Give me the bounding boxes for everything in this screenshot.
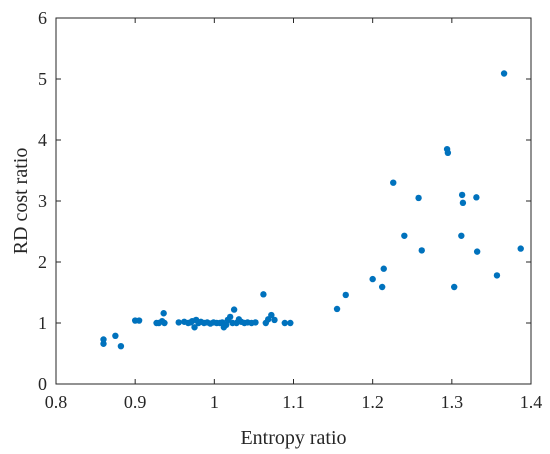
data-point [458,232,465,239]
x-tick-label: 1 [210,392,219,412]
data-point [493,272,501,279]
y-tick-label: 0 [38,374,47,394]
data-point [500,70,508,77]
y-tick-label: 5 [38,69,47,89]
x-tick-label: 0.8 [45,392,68,412]
data-point [226,313,234,321]
data-point [287,319,294,327]
data-point [191,324,198,331]
data-point [117,342,125,350]
data-point [473,248,481,255]
y-tick-label: 2 [38,252,47,272]
x-axis-label: Entropy ratio [240,427,346,449]
y-tick-label: 1 [38,313,47,333]
data-point [260,291,267,298]
data-point [342,291,349,299]
data-point [458,191,466,199]
data-point [112,332,119,340]
x-tick-label: 1.3 [441,392,464,412]
data-point [271,316,278,324]
axis-ticks: 0.8 0.9 1 1.1 1.2 1.3 1.4 0 1 2 3 4 5 6 [38,8,542,412]
data-point [401,232,408,239]
y-axis-label: RD cost ratio [10,148,32,255]
y-tick-label: 4 [38,130,47,150]
y-tick-label: 3 [38,191,47,211]
data-point [230,306,238,313]
data-point [451,283,458,291]
data-point [369,275,376,283]
data-point [223,321,230,329]
data-point [333,305,341,313]
data-point [473,194,480,201]
data-point [175,319,182,326]
data-point [281,319,288,327]
data-point [378,283,386,291]
data-point [161,319,168,327]
data-point [160,310,167,317]
data-point [390,179,397,186]
x-tick-label: 0.9 [124,392,147,412]
data-point [268,311,275,319]
y-tick-label: 6 [38,8,47,28]
data-point [444,149,452,157]
data-points [100,70,524,350]
data-point [380,265,387,272]
data-point [418,247,425,254]
x-tick-label: 1.2 [361,392,384,412]
x-tick-label: 1.1 [282,392,305,412]
x-tick-label: 1.4 [520,392,543,412]
data-point [459,199,467,207]
data-point [135,317,143,324]
data-point [100,340,107,347]
data-point [517,245,524,252]
data-point [415,194,422,202]
data-point [252,319,259,326]
